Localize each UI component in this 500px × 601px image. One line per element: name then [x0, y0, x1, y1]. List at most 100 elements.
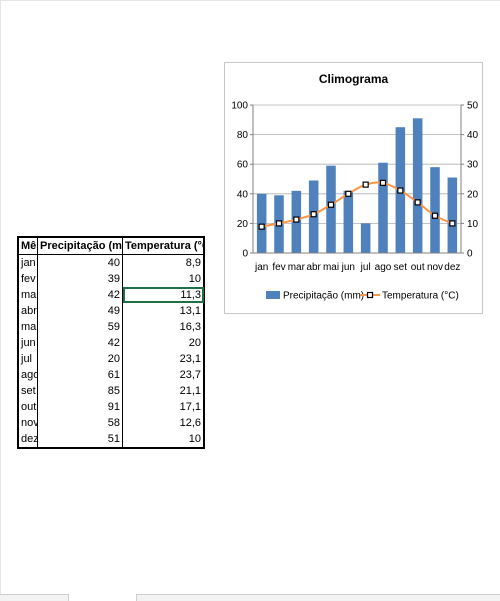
y-left-tick-label: 0: [242, 249, 248, 260]
horizontal-scrollbar[interactable]: [136, 594, 500, 601]
cell-precipitation[interactable]: 42: [37, 335, 123, 351]
cell-precipitation[interactable]: 51: [37, 431, 123, 449]
point-temperature: [345, 190, 352, 197]
header-cell-temperature[interactable]: Temperatura (°C): [122, 236, 205, 255]
x-tick-label: jun: [341, 262, 355, 273]
table-row: nov 58 12,6: [17, 415, 205, 431]
bar-precipitation: [256, 193, 267, 253]
point-temperature: [258, 223, 265, 230]
cell-precipitation[interactable]: 58: [37, 415, 123, 431]
x-tick-label: mai: [323, 262, 339, 273]
cell-precipitation[interactable]: 49: [37, 303, 123, 319]
cell-month[interactable]: ago: [17, 367, 38, 383]
chart-title: Climograma: [318, 72, 389, 86]
cell-month[interactable]: nov: [17, 415, 38, 431]
cell-month[interactable]: jul: [17, 351, 38, 367]
cell-month[interactable]: mai: [17, 319, 38, 335]
x-tick-label: abr: [306, 262, 321, 273]
bar-precipitation: [343, 190, 354, 253]
x-tick-label: set: [394, 262, 408, 273]
table-row: ago6123,7: [17, 367, 205, 383]
sheet-tabs-area[interactable]: [0, 594, 69, 601]
x-tick-label: fev: [272, 262, 285, 273]
x-tick-label: dez: [444, 262, 460, 273]
legend-precipitation-label: Precipitação (mm): [283, 291, 364, 302]
cell-precipitation[interactable]: 59: [37, 319, 123, 335]
table-row: fev 39 10: [17, 271, 205, 287]
y-right-tick-label: 30: [467, 160, 479, 171]
cell-temperature[interactable]: 17,1: [122, 399, 205, 415]
point-temperature: [310, 211, 317, 218]
cell-precipitation[interactable]: 20: [37, 351, 123, 367]
y-right-tick-label: 50: [467, 101, 479, 112]
table-row: jul 20 23,1: [17, 351, 205, 367]
cell-temperature[interactable]: 21,1: [122, 383, 205, 399]
cell-temperature[interactable]: 16,3: [122, 319, 205, 335]
y-left-tick-label: 40: [237, 189, 249, 200]
climograma-chart[interactable]: Climograma 0 20 40 60 80 100 0 10 20 30 40 50 jan fev…: [224, 62, 483, 314]
cell-month[interactable]: set: [17, 383, 38, 399]
cell-temperature[interactable]: 10: [122, 271, 205, 287]
table-row: mai 59 16,3: [17, 319, 205, 335]
legend-precipitation-swatch: [266, 291, 280, 299]
x-tick-label: out: [411, 262, 425, 273]
legend-temperature-marker: [366, 291, 374, 299]
cell-month[interactable]: out: [17, 399, 38, 415]
table-header-row: Mês Precipitação (mm) Temperatura (°C): [17, 236, 205, 255]
y-left-tick-label: 100: [231, 101, 248, 112]
cell-temperature[interactable]: 13,1: [122, 303, 205, 319]
cell-month[interactable]: jan: [17, 254, 38, 271]
point-temperature: [275, 220, 283, 227]
y-left-tick-label: 80: [237, 130, 249, 141]
cell-temperature[interactable]: 20: [122, 335, 205, 351]
y-left-tick-label: 20: [237, 219, 249, 230]
cell-temperature[interactable]: 23,1: [122, 351, 205, 367]
climate-data-table: Mês Precipitação (mm) Temperatura (°C) j…: [17, 236, 205, 449]
point-temperature: [293, 216, 300, 223]
header-cell-month[interactable]: Mês: [17, 236, 38, 255]
x-tick-label: mar: [288, 262, 306, 273]
bar-precipitation: [360, 223, 371, 253]
cell-precipitation[interactable]: 39: [37, 271, 123, 287]
sheet-left-edge: [0, 0, 1, 600]
header-cell-precipitation[interactable]: Precipitação (mm): [37, 236, 123, 255]
cell-precipitation[interactable]: 42: [37, 287, 123, 303]
point-temperature: [414, 199, 421, 206]
cell-precipitation[interactable]: 91: [37, 399, 123, 415]
table-row: mar4211,3: [17, 287, 205, 303]
table-row: abr 49 13,1: [17, 303, 205, 319]
cell-temperature[interactable]: 23,7: [122, 367, 205, 383]
cell-temperature[interactable]: 11,3: [122, 287, 205, 303]
cell-precipitation[interactable]: 40: [37, 254, 123, 271]
cell-temperature[interactable]: 10: [122, 431, 205, 449]
point-temperature: [362, 181, 369, 188]
cell-precipitation[interactable]: 61: [37, 367, 123, 383]
cell-month[interactable]: dez: [17, 431, 38, 449]
y-right-tick-label: 0: [467, 249, 473, 260]
cell-month[interactable]: mar: [17, 287, 38, 303]
cell-temperature[interactable]: 12,6: [122, 415, 205, 431]
x-tick-label: jan: [254, 262, 268, 273]
line-temperature: [261, 181, 453, 228]
cell-month[interactable]: fev: [17, 271, 38, 287]
cell-precipitation[interactable]: 85: [37, 383, 123, 399]
table-row: jun 42 20: [17, 335, 205, 351]
y-right-tick-label: 20: [467, 189, 479, 200]
bar-precipitation: [447, 177, 458, 253]
point-temperature: [449, 220, 456, 227]
y-right-tick-label: 10: [467, 219, 479, 230]
cell-month[interactable]: jun: [17, 335, 38, 351]
point-temperature: [327, 201, 335, 208]
legend-temperature-label: Temperatura (°C): [382, 291, 459, 302]
x-tick-label: nov: [427, 262, 443, 273]
bar-precipitation: [378, 162, 388, 253]
x-tick-label: jul: [360, 262, 371, 273]
bar-precipitation: [430, 167, 440, 253]
x-tick-label: ago: [375, 262, 392, 273]
cell-temperature[interactable]: 8,9: [122, 254, 205, 271]
bar-precipitation: [412, 118, 423, 253]
table-row: dez 51 10: [17, 431, 205, 449]
point-temperature: [397, 187, 404, 194]
cell-month[interactable]: abr: [17, 303, 38, 319]
